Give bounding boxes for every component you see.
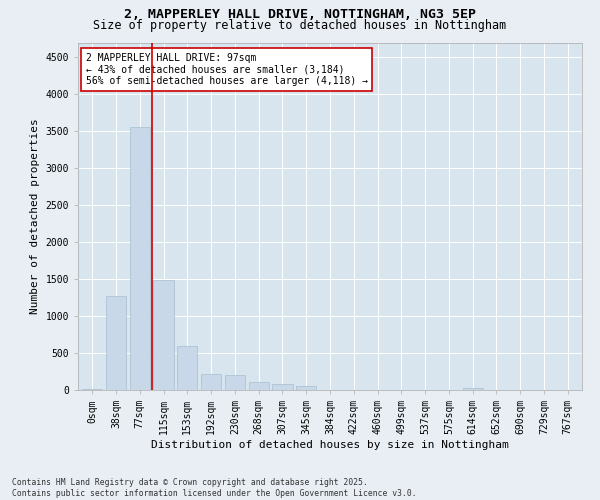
Bar [463,388,483,390]
Bar [296,386,316,390]
Bar [154,280,173,390]
Bar [201,374,221,390]
Text: 2, MAPPERLEY HALL DRIVE, NOTTINGHAM, NG3 5EP: 2, MAPPERLEY HALL DRIVE, NOTTINGHAM, NG3… [124,8,476,20]
Bar [130,127,150,390]
Bar [248,382,269,390]
Text: Contains HM Land Registry data © Crown copyright and database right 2025.
Contai: Contains HM Land Registry data © Crown c… [12,478,416,498]
Text: 2 MAPPERLEY HALL DRIVE: 97sqm
← 43% of detached houses are smaller (3,184)
56% o: 2 MAPPERLEY HALL DRIVE: 97sqm ← 43% of d… [86,53,368,86]
Bar [272,384,293,390]
Text: Size of property relative to detached houses in Nottingham: Size of property relative to detached ho… [94,18,506,32]
Y-axis label: Number of detached properties: Number of detached properties [30,118,40,314]
Bar [225,375,245,390]
Bar [177,346,197,390]
Bar [106,296,126,390]
X-axis label: Distribution of detached houses by size in Nottingham: Distribution of detached houses by size … [151,440,509,450]
